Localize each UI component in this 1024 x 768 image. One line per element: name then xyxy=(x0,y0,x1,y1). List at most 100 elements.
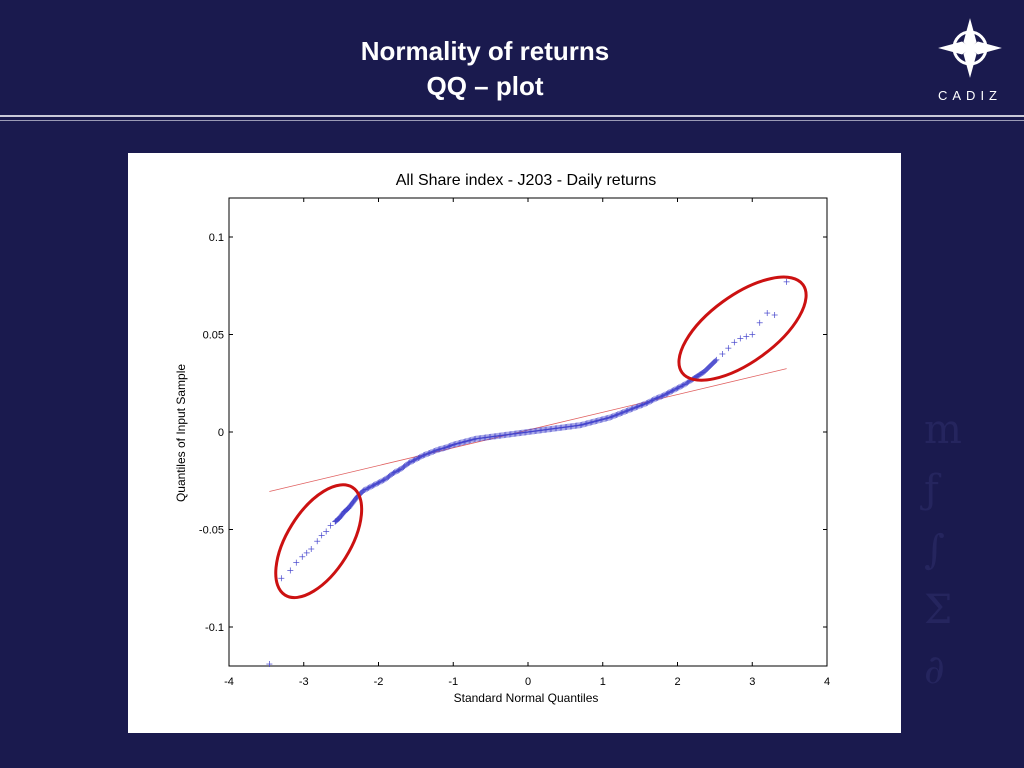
data-point xyxy=(660,392,667,399)
data-point xyxy=(412,456,419,463)
data-point xyxy=(366,484,373,491)
data-point xyxy=(629,405,636,412)
data-point xyxy=(610,412,617,419)
data-point xyxy=(446,443,453,450)
x-axis-label: Standard Normal Quantiles xyxy=(454,691,599,705)
data-point xyxy=(371,481,378,488)
data-point xyxy=(648,397,655,404)
data-point xyxy=(613,411,620,418)
chart-panel: All Share index - J203 - Daily returns -… xyxy=(128,153,901,733)
y-axis-label: Quantiles of Input Sample xyxy=(174,364,188,502)
y-tick-label: -0.05 xyxy=(199,525,224,537)
data-point xyxy=(404,461,411,468)
data-point xyxy=(434,447,441,454)
data-point xyxy=(299,553,306,560)
data-point xyxy=(429,448,436,455)
chart-title: All Share index - J203 - Daily returns xyxy=(396,172,657,189)
x-tick-label: -1 xyxy=(448,676,458,688)
data-point xyxy=(381,476,388,483)
slide-title: Normality of returns QQ – plot xyxy=(0,34,970,104)
data-point xyxy=(743,333,750,340)
data-point xyxy=(681,381,688,388)
x-tick-label: 2 xyxy=(674,676,680,688)
data-point xyxy=(266,661,273,668)
data-point xyxy=(395,467,402,474)
data-point xyxy=(308,546,315,552)
data-point xyxy=(667,389,674,396)
data-point xyxy=(619,409,626,416)
y-tick-label: 0.1 xyxy=(209,232,224,244)
y-axis-ticks: -0.1 -0.05 0 0.05 0.1 xyxy=(199,232,827,634)
data-point xyxy=(670,387,677,394)
data-point xyxy=(380,477,387,484)
data-point xyxy=(427,449,434,456)
data-point xyxy=(430,448,437,455)
x-tick-label: 4 xyxy=(824,676,830,688)
data-point xyxy=(323,528,330,535)
tail-highlights xyxy=(274,275,808,600)
data-point xyxy=(663,390,670,397)
cadiz-compass-logo-icon xyxy=(938,18,1002,78)
data-point xyxy=(668,388,675,395)
data-point xyxy=(373,481,380,487)
data-point xyxy=(374,480,381,487)
data-point xyxy=(405,460,412,467)
data-point xyxy=(684,379,691,386)
data-point xyxy=(609,413,616,420)
data-point xyxy=(406,459,413,466)
data-point xyxy=(278,575,285,582)
data-point xyxy=(365,484,372,491)
data-point xyxy=(608,413,615,420)
data-point xyxy=(620,409,627,416)
tail-highlight-ellipse xyxy=(274,483,364,600)
data-point xyxy=(369,482,376,489)
data-point xyxy=(731,339,738,346)
data-point xyxy=(678,383,685,390)
data-point xyxy=(612,412,619,419)
data-point xyxy=(314,538,321,545)
data-point xyxy=(647,398,654,405)
data-point xyxy=(643,400,650,407)
data-point xyxy=(622,408,629,415)
qq-plot: All Share index - J203 - Daily returns -… xyxy=(174,172,830,705)
background-math-decoration: m ƒ ∫ Σ ∂ xyxy=(924,407,962,693)
data-point xyxy=(390,469,397,476)
data-point xyxy=(713,356,720,363)
data-point xyxy=(627,406,634,413)
data-point xyxy=(361,486,368,493)
data-point xyxy=(650,396,657,403)
data-point xyxy=(679,382,686,389)
data-point xyxy=(653,395,660,402)
slide-title-line2: QQ – plot xyxy=(426,71,544,101)
slide-title-line1: Normality of returns xyxy=(360,36,610,66)
data-point xyxy=(737,335,744,342)
x-tick-label: -3 xyxy=(299,676,309,688)
x-tick-label: -4 xyxy=(224,676,234,688)
data-point xyxy=(719,351,726,357)
data-point xyxy=(683,380,690,387)
data-point xyxy=(633,404,640,411)
data-point xyxy=(607,414,614,421)
x-tick-label: 1 xyxy=(600,676,606,688)
data-point xyxy=(370,482,377,489)
header-divider xyxy=(0,115,1024,117)
data-point xyxy=(407,458,414,465)
data-point xyxy=(394,468,401,474)
data-point xyxy=(674,385,681,392)
data-point xyxy=(635,403,642,410)
data-point xyxy=(303,549,310,556)
data-point xyxy=(657,393,664,400)
data-point xyxy=(644,399,651,406)
data-point xyxy=(293,559,300,566)
data-point xyxy=(410,457,417,464)
data-point xyxy=(287,567,294,574)
data-point xyxy=(665,389,672,396)
data-point xyxy=(630,405,637,412)
data-point xyxy=(639,401,646,408)
header-divider-thin xyxy=(0,120,1024,121)
data-point xyxy=(638,402,645,409)
data-point xyxy=(431,448,438,455)
logo-text: CADIZ xyxy=(938,88,1002,103)
data-point xyxy=(618,409,625,416)
data-point xyxy=(445,443,452,450)
